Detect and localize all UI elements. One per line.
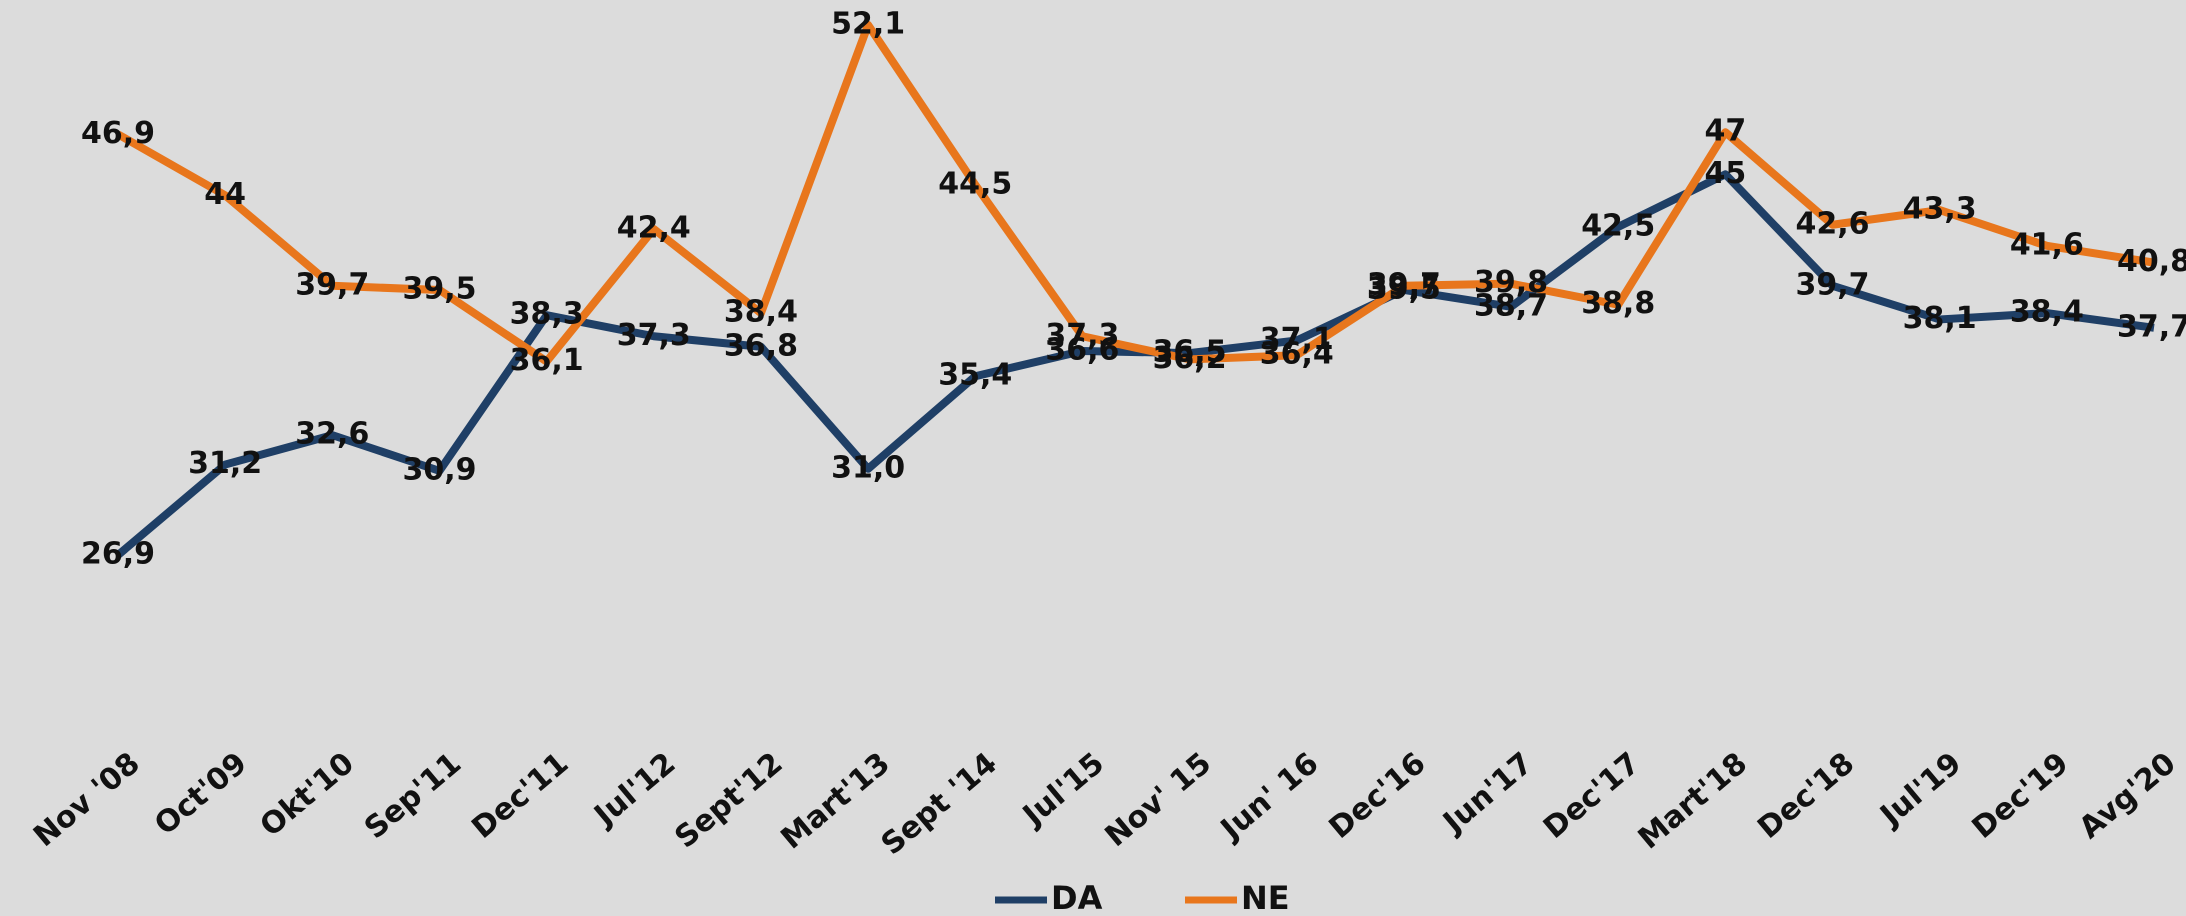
legend-label: NE (1241, 879, 1290, 916)
data-label: 39,7 (1367, 267, 1441, 302)
data-label: 39,8 (1474, 265, 1548, 300)
data-label: 39,7 (1796, 267, 1870, 302)
data-label: 38,3 (510, 297, 584, 332)
data-label: 45 (1704, 156, 1746, 191)
data-label: 38,8 (1581, 286, 1655, 321)
data-label: 42,6 (1796, 206, 1870, 241)
x-tick-label: Dec'18 (1751, 746, 1861, 846)
x-tick-label: Sep'11 (358, 746, 468, 846)
data-label: 42,5 (1581, 208, 1655, 243)
data-label: 38,1 (1903, 301, 1977, 336)
x-tick-label: Mart'18 (1632, 746, 1754, 856)
x-tick-label: Sept '14 (875, 746, 1004, 862)
x-tick-label: Jun'17 (1435, 746, 1539, 841)
data-label: 38,4 (724, 295, 798, 330)
x-tick-label: Nov' 15 (1099, 746, 1219, 854)
x-tick-label: Oct'09 (148, 746, 254, 843)
data-label: 26,9 (81, 537, 155, 572)
data-label: 47 (1704, 114, 1746, 149)
data-label: 32,6 (295, 417, 369, 452)
data-label: 39,5 (402, 271, 476, 306)
data-label: 43,3 (1903, 192, 1977, 227)
data-label: 36,5 (1153, 335, 1227, 370)
x-tick-label: Nov '08 (27, 746, 147, 854)
data-label: 41,6 (2010, 227, 2084, 262)
x-tick-label: Dec'11 (465, 746, 575, 846)
data-label: 31,2 (188, 446, 262, 481)
x-tick-label: Jul'12 (587, 746, 683, 834)
series-line (116, 20, 2155, 366)
x-tick-label: Jul'15 (1015, 746, 1111, 834)
data-label: 36,2 (1153, 341, 1227, 376)
data-label: 37,3 (617, 318, 691, 353)
data-label: 31,0 (831, 450, 905, 485)
data-label: 46,9 (81, 116, 155, 151)
data-label: 38,7 (1474, 288, 1548, 323)
data-label: 39,5 (1367, 271, 1441, 306)
data-label: 37,7 (2117, 309, 2186, 344)
x-tick-label: Dec'16 (1323, 746, 1433, 846)
data-label: 39,7 (295, 267, 369, 302)
data-label: 30,9 (402, 452, 476, 487)
data-label: 37,3 (1045, 318, 1119, 353)
x-tick-label: Dec'17 (1537, 746, 1647, 846)
x-tick-label: Avg'20 (2073, 746, 2183, 846)
data-label: 36,4 (1260, 337, 1334, 372)
data-label: 36,6 (1045, 332, 1119, 367)
x-tick-label: Dec'19 (1966, 746, 2076, 846)
data-label: 38,4 (2010, 295, 2084, 330)
data-label: 35,4 (938, 358, 1012, 393)
data-label: 36,8 (724, 328, 798, 363)
data-label: 42,4 (617, 210, 691, 245)
series-line (115, 170, 2155, 559)
data-label: 52,1 (831, 6, 905, 41)
x-tick-label: Jun' 16 (1213, 746, 1325, 848)
data-label: 36,1 (510, 343, 584, 378)
x-tick-label: Okt'10 (254, 746, 361, 844)
x-tick-label: Sept'12 (668, 746, 789, 856)
data-label: 37,1 (1260, 322, 1334, 357)
x-tick-label: Jul'19 (1872, 746, 1968, 834)
legend-label: DA (1051, 879, 1103, 916)
data-label: 44,5 (938, 166, 1012, 201)
data-label: 40,8 (2117, 244, 2186, 279)
data-label: 44 (204, 177, 246, 212)
